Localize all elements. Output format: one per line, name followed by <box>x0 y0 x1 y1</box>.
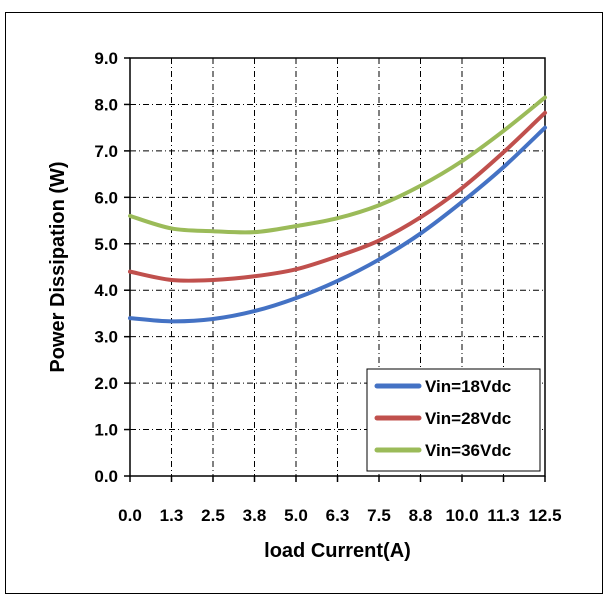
x-tick-label: 12.5 <box>528 506 561 525</box>
x-tick-label: 2.5 <box>201 506 225 525</box>
x-tick-label: 8.8 <box>409 506 433 525</box>
x-tick-label: 10.0 <box>445 506 478 525</box>
y-axis-title: Power Dissipation (W) <box>47 161 69 372</box>
x-axis-title: load Current(A) <box>264 540 411 562</box>
x-tick-label: 0.0 <box>118 506 142 525</box>
y-tick-label: 3.0 <box>94 328 118 347</box>
x-tick-label: 1.3 <box>160 506 184 525</box>
series-line-1 <box>128 125 547 324</box>
y-tick-label: 1.0 <box>94 421 118 440</box>
x-tick-label: 5.0 <box>284 506 308 525</box>
x-tick-label: 3.8 <box>243 506 267 525</box>
legend-label-3: Vin=36Vdc <box>425 441 511 460</box>
x-tick-label: 11.3 <box>487 506 519 525</box>
y-tick-label: 2.0 <box>94 374 118 393</box>
y-tick-label: 6.0 <box>94 188 118 207</box>
y-tick-label: 9.0 <box>94 49 118 68</box>
y-tick-label: 4.0 <box>94 281 118 300</box>
series-line-3 <box>128 95 547 235</box>
y-tick-label: 5.0 <box>94 235 118 254</box>
x-tick-label: 6.3 <box>326 506 350 525</box>
y-tick-label: 8.0 <box>94 95 118 114</box>
legend-label-2: Vin=28Vdc <box>425 409 511 428</box>
legend-label-1: Vin=18Vdc <box>425 377 511 396</box>
y-tick-label: 7.0 <box>94 142 118 161</box>
y-tick-label: 0.0 <box>94 467 118 486</box>
x-tick-label: 7.5 <box>367 506 391 525</box>
series-line-2 <box>128 110 547 283</box>
